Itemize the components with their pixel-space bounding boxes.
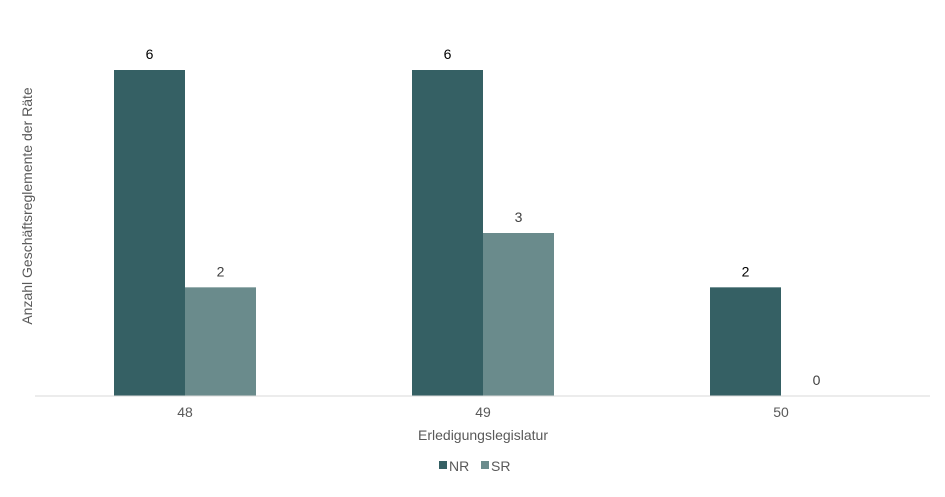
x-tick-labels: 48 49 50 bbox=[177, 404, 789, 420]
bar-nr-48 bbox=[114, 70, 185, 396]
legend: NR SR bbox=[439, 458, 510, 474]
legend-label-nr: NR bbox=[449, 458, 469, 474]
data-label-sr-48: 2 bbox=[217, 263, 225, 279]
legend-swatch-sr bbox=[481, 461, 489, 469]
data-label-nr-50: 2 bbox=[742, 263, 750, 279]
x-tick-label-50: 50 bbox=[773, 404, 789, 420]
data-labels-layer: 6 2 6 3 2 0 bbox=[146, 46, 821, 388]
data-label-sr-49: 3 bbox=[515, 209, 523, 225]
x-axis-title: Erledigungslegislatur bbox=[418, 427, 548, 443]
bar-sr-49 bbox=[483, 233, 554, 396]
x-tick-label-48: 48 bbox=[177, 404, 193, 420]
bar-nr-50 bbox=[710, 287, 781, 396]
bar-nr-49 bbox=[412, 70, 483, 396]
x-tick-label-49: 49 bbox=[475, 404, 491, 420]
bar-sr-48 bbox=[185, 287, 256, 396]
bars-layer bbox=[114, 70, 781, 396]
legend-swatch-nr bbox=[439, 461, 447, 469]
legend-label-sr: SR bbox=[491, 458, 510, 474]
data-label-sr-50: 0 bbox=[813, 372, 821, 388]
data-label-nr-48: 6 bbox=[146, 46, 154, 62]
y-axis-title: Anzahl Geschäftsreglemente der Räte bbox=[19, 87, 35, 325]
data-label-nr-49: 6 bbox=[444, 46, 452, 62]
